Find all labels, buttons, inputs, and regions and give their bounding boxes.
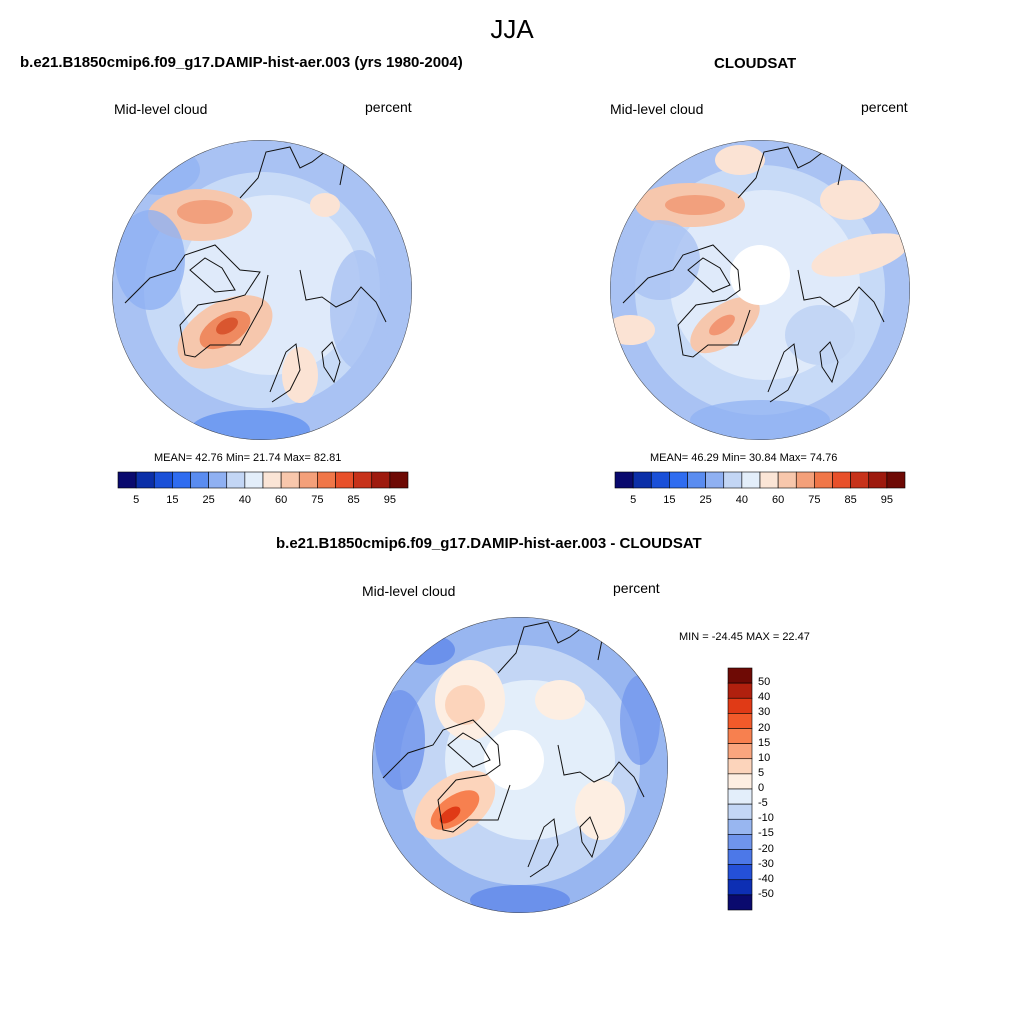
colorbar-tick-label: 15 — [758, 736, 771, 749]
colorbar-tick-label: 60 — [772, 494, 785, 506]
colorbar-tick-label: 40 — [238, 494, 251, 506]
colorbar-swatch — [705, 471, 725, 489]
colorbar-swatch — [669, 471, 688, 489]
colorbar-swatch — [244, 471, 264, 489]
colorbar-tick-label: 15 — [663, 494, 676, 506]
colorbar-tick-label: 0 — [758, 782, 765, 794]
panel2-units-label: percent — [861, 99, 908, 115]
colorbar-swatch — [353, 471, 373, 489]
colorbar-swatch — [117, 471, 137, 489]
colorbar-tick-label: -5 — [758, 797, 768, 810]
colorbar-swatch — [727, 758, 753, 775]
colorbar-tick-label: -10 — [758, 812, 774, 825]
colorbar-tick-label: 85 — [347, 494, 360, 506]
colorbar-tick-label: 25 — [699, 494, 712, 506]
colorbar-swatch — [727, 667, 753, 684]
colorbar-tick-label: 95 — [880, 494, 893, 506]
colorbar-swatch — [371, 471, 391, 489]
colorbar-tick-label: 5 — [630, 494, 637, 506]
colorbar-swatch — [727, 743, 753, 760]
colorbar-swatch — [226, 471, 246, 489]
panel2-title: CLOUDSAT — [714, 55, 797, 72]
colorbar-swatch — [727, 864, 753, 881]
colorbar-swatch — [727, 894, 753, 911]
colorbar-swatch — [335, 471, 354, 489]
colorbar-swatch — [727, 834, 753, 850]
panel1-variable-label: Mid-level cloud — [114, 101, 208, 117]
colorbar-swatch — [614, 471, 634, 489]
colorbar-swatch — [727, 879, 753, 896]
colorbar-tick-label: 25 — [202, 494, 215, 506]
colorbar-tick-label: 30 — [758, 706, 771, 719]
colorbar-tick-label: -50 — [758, 887, 774, 900]
colorbar-swatch — [389, 471, 409, 489]
colorbar-swatch — [727, 697, 753, 714]
colorbar-swatch — [317, 471, 336, 489]
panel3-map — [372, 617, 668, 913]
colorbar-swatch — [886, 471, 906, 489]
colorbar-swatch — [632, 471, 652, 489]
colorbar-swatch — [868, 471, 888, 489]
colorbar-swatch — [298, 471, 318, 489]
panel3-title: b.e21.B1850cmip6.f09_g17.DAMIP-hist-aer.… — [276, 535, 702, 552]
panel1-map — [112, 140, 412, 440]
colorbar-tick-label: 10 — [758, 751, 771, 764]
panel2-variable-label: Mid-level cloud — [610, 101, 704, 117]
panel1-title: b.e21.B1850cmip6.f09_g17.DAMIP-hist-aer.… — [20, 54, 463, 71]
colorbar-swatch — [208, 471, 228, 489]
colorbar-swatch — [153, 471, 173, 489]
colorbar-tick-label: -30 — [758, 857, 774, 870]
colorbar-swatch — [795, 471, 815, 489]
colorbar-tick-label: -20 — [758, 842, 774, 855]
colorbar-swatch — [172, 471, 191, 489]
panel1-units-label: percent — [365, 99, 412, 115]
colorbar-swatch — [727, 713, 753, 729]
colorbar-tick-label: 95 — [383, 494, 396, 506]
colorbar-tick-label: 50 — [758, 676, 771, 689]
figure-title: JJA — [490, 14, 534, 44]
colorbar-tick-label: -15 — [758, 827, 774, 840]
panel3-variable-label: Mid-level cloud — [362, 583, 456, 599]
colorbar-swatch — [723, 471, 743, 489]
colorbar-swatch — [741, 471, 761, 489]
colorbar-tick-label: 75 — [808, 494, 821, 506]
colorbar-tick-label: 40 — [735, 494, 748, 506]
colorbar-swatch — [727, 803, 753, 820]
colorbar-swatch — [759, 471, 779, 489]
panel2-colorbar — [614, 471, 906, 489]
colorbar-swatch — [814, 471, 833, 489]
colorbar-swatch — [650, 471, 670, 489]
panel2-stats: MEAN= 46.29 Min= 30.84 Max= 74.76 — [650, 452, 838, 464]
colorbar-swatch — [832, 471, 851, 489]
colorbar-swatch — [727, 728, 753, 744]
colorbar-tick-label: -40 — [758, 872, 774, 885]
colorbar-swatch — [727, 818, 753, 835]
colorbar-swatch — [262, 471, 282, 489]
colorbar-swatch — [135, 471, 155, 489]
colorbar-tick-label: 85 — [844, 494, 857, 506]
colorbar-tick-label: 60 — [275, 494, 288, 506]
panel1-stats: MEAN= 42.76 Min= 21.74 Max= 82.81 — [154, 452, 342, 464]
colorbar-swatch — [727, 788, 753, 805]
colorbar-tick-label: 5 — [758, 766, 765, 779]
colorbar-swatch — [777, 471, 797, 489]
colorbar-tick-label: 20 — [758, 721, 771, 734]
colorbar-tick-label: 5 — [133, 494, 140, 506]
colorbar-swatch — [280, 471, 300, 489]
panel3-colorbar — [727, 667, 753, 911]
panel3-stats: MIN = -24.45 MAX = 22.47 — [679, 631, 810, 643]
colorbar-swatch — [850, 471, 870, 489]
colorbar-tick-label: 40 — [758, 691, 771, 704]
colorbar-swatch — [687, 471, 706, 489]
colorbar-tick-label: 15 — [166, 494, 179, 506]
colorbar-swatch — [190, 471, 209, 489]
colorbar-swatch — [727, 682, 753, 699]
colorbar-tick-label: 75 — [311, 494, 324, 506]
colorbar-swatch — [727, 849, 753, 865]
panel3-units-label: percent — [613, 580, 660, 596]
panel2-map — [610, 140, 910, 440]
panel1-colorbar — [117, 471, 409, 489]
colorbar-swatch — [727, 773, 753, 790]
